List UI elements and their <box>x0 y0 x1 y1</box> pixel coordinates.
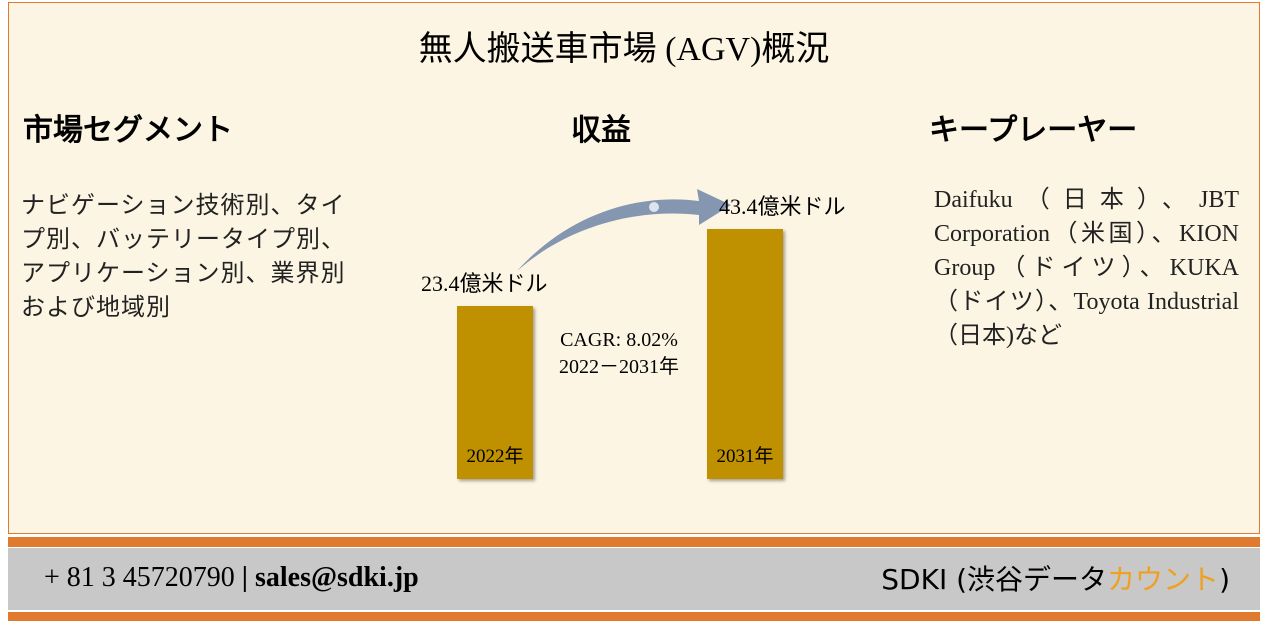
footer: + 81 3 45720790 | sales@sdki.jp SDKI (渋谷… <box>8 548 1260 610</box>
cagr-period: 2022－2031年 <box>559 356 679 378</box>
brand-highlight: カウント <box>1107 563 1220 596</box>
email: sales@sdki.jp <box>254 562 419 593</box>
value-label: 23.4億米ドル <box>421 270 548 296</box>
arrow <box>517 189 731 271</box>
separator: | <box>241 562 248 593</box>
cagr-value: CAGR: 8.02% <box>560 329 678 351</box>
revenue-title: 収益 <box>571 114 631 147</box>
segments-title: 市場セグメント <box>23 114 233 147</box>
brand-text: SDKI (渋谷データ <box>881 563 1108 596</box>
footer-line <box>8 537 1260 547</box>
panel: 無人搬送車市場 (AGV)概況 市場セグメント 収益 キープレーヤー ナビゲーシ… <box>8 2 1260 534</box>
bar <box>457 305 533 479</box>
cagr: CAGR: 8.02% 2022－2031年 <box>539 327 699 381</box>
brand: SDKI (渋谷データカウント) <box>881 558 1230 598</box>
title: 無人搬送車市場 (AGV)概況 <box>418 31 830 68</box>
bar <box>707 228 783 479</box>
segments-text: ナビゲーション技術別、タイプ別、バッテリータイプ別、アプリケーション別、業界別お… <box>21 193 346 321</box>
players-text: Daifuku（日本）、JBT Corporation（米国）、KION Gro… <box>934 187 1239 349</box>
contact: + 81 3 45720790 | sales@sdki.jp <box>44 562 419 594</box>
brand-end: ) <box>1219 563 1230 596</box>
value-label: 43.4億米ドル <box>719 193 846 219</box>
year-label: 2022年 <box>466 446 524 467</box>
year-label: 2031年 <box>716 446 774 467</box>
players-title: キープレーヤー <box>929 114 1138 147</box>
phone: + 81 3 45720790 <box>44 562 235 593</box>
footer-line <box>8 612 1260 621</box>
